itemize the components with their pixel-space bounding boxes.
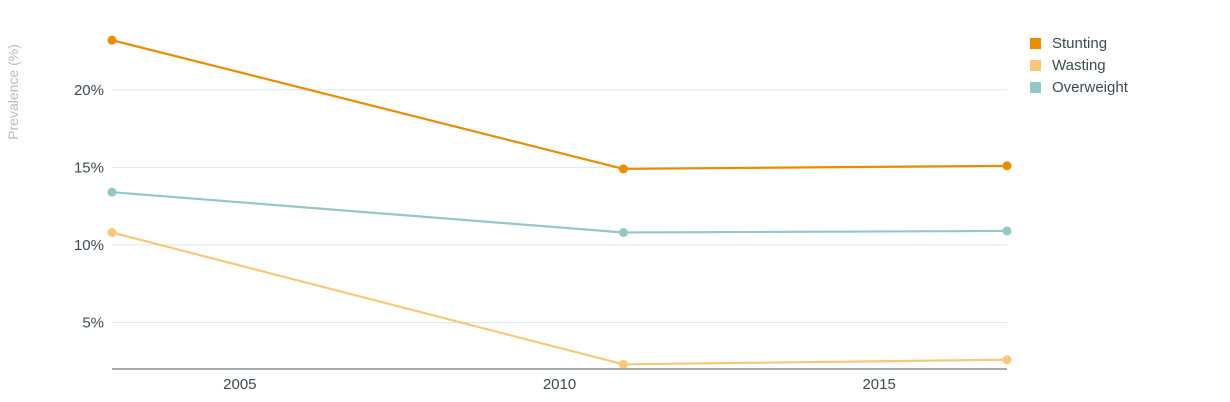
y-tick-label: 20% <box>74 82 104 99</box>
data-point-overweight[interactable] <box>1002 226 1012 236</box>
data-point-stunting[interactable] <box>618 164 628 174</box>
x-tick-label: 2010 <box>543 376 576 393</box>
data-point-wasting[interactable] <box>107 228 117 238</box>
gridlines <box>112 89 1007 323</box>
legend-label-overweight[interactable]: Overweight <box>1052 79 1129 96</box>
legend-label-stunting[interactable]: Stunting <box>1052 35 1107 52</box>
x-tick-label: 2015 <box>862 376 895 393</box>
legend-label-wasting[interactable]: Wasting <box>1052 57 1106 74</box>
legend-swatch-overweight <box>1030 82 1041 93</box>
data-point-wasting[interactable] <box>618 359 628 369</box>
axes: 5% 10% 15% 20% 2005 2010 2015 <box>74 82 1007 393</box>
series <box>107 35 1012 369</box>
y-tick-label: 10% <box>74 237 104 254</box>
series-line-stunting <box>110 39 1009 171</box>
y-tick-label: 5% <box>82 314 104 331</box>
y-tick-label: 15% <box>74 159 104 176</box>
data-point-overweight[interactable] <box>107 187 117 197</box>
data-point-stunting[interactable] <box>107 35 117 45</box>
data-point-stunting[interactable] <box>1002 161 1012 171</box>
legend-swatch-wasting <box>1030 60 1041 71</box>
series-line-overweight <box>110 191 1009 234</box>
series-line-wasting <box>110 231 1009 366</box>
data-point-wasting[interactable] <box>1002 355 1012 365</box>
legend: Stunting Wasting Overweight <box>1030 35 1129 96</box>
x-tick-label: 2005 <box>223 376 256 393</box>
y-axis-title: Prevalence (%) <box>5 44 21 140</box>
legend-swatch-stunting <box>1030 38 1041 49</box>
data-point-overweight[interactable] <box>618 228 628 238</box>
